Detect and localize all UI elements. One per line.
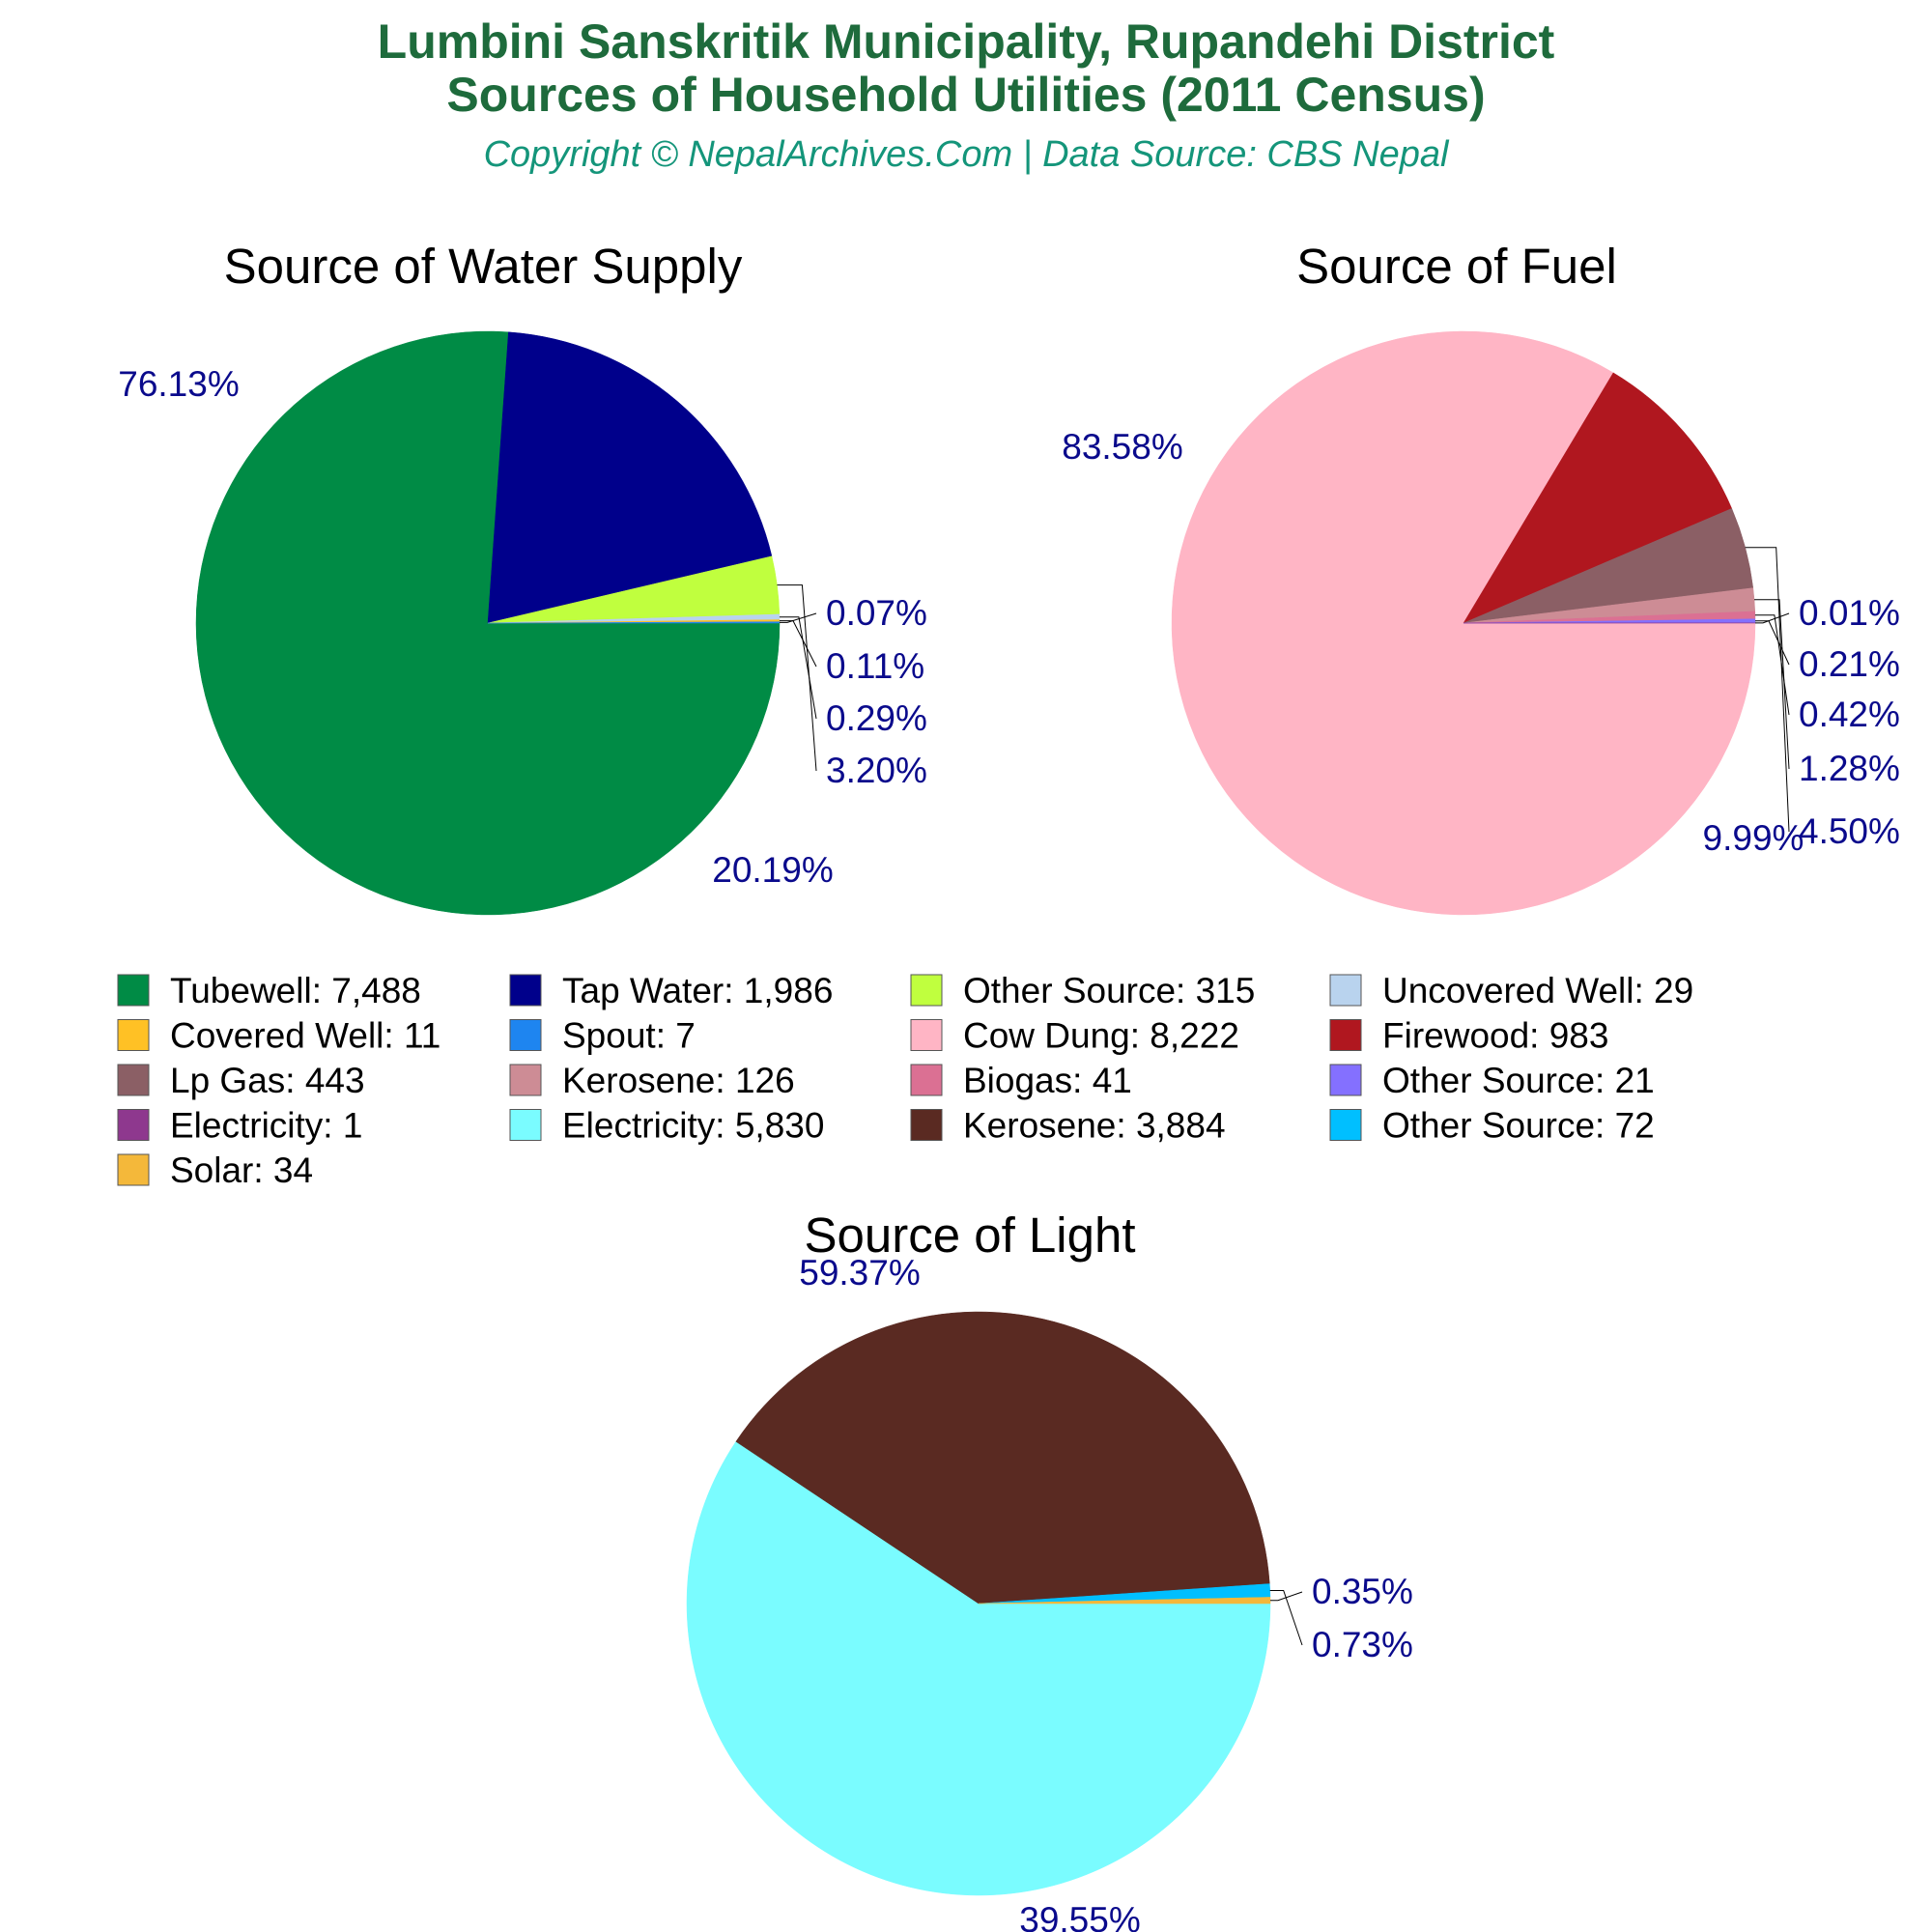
fuel-percent-label-biogas: 0.42% [1799, 695, 1900, 734]
water-leader-line [777, 584, 817, 772]
legend: Tubewell: 7,488 Tap Water: 1,986 Other Sou… [117, 971, 1693, 1190]
legend-label: Electricity: 1 [170, 1106, 362, 1146]
legend-swatch [910, 1064, 943, 1096]
legend-swatch [1329, 1019, 1362, 1051]
fuel-leader-line [1754, 620, 1790, 666]
legend-label: Kerosene: 3,884 [963, 1106, 1226, 1146]
legend-item: Solar: 34 [117, 1151, 313, 1190]
legend-item: Uncovered Well: 29 [1329, 971, 1693, 1010]
legend-label: Kerosene: 126 [562, 1061, 795, 1100]
water-percent-label-spout: 0.07% [826, 593, 927, 633]
legend-item: Electricity: 1 [117, 1106, 362, 1146]
legend-swatch [1329, 1109, 1362, 1141]
legend-item: Tubewell: 7,488 [117, 971, 421, 1010]
legend-swatch [910, 1109, 943, 1141]
fuel-percent-label-cow-dung: 83.58% [1062, 427, 1183, 467]
legend-item: Spout: 7 [509, 1016, 696, 1056]
water-slice-tap-water [487, 331, 773, 624]
water-percent-label-tubewell: 76.13% [118, 364, 240, 404]
water-supply-pie: Source of Water Supply 76.13% 20.19% 0.07%… [118, 239, 927, 916]
legend-label: Solar: 34 [170, 1151, 313, 1190]
fuel-leader-line [1754, 599, 1790, 770]
legend-label: Other Source: 21 [1382, 1061, 1655, 1100]
legend-item: Kerosene: 3,884 [910, 1106, 1226, 1146]
legend-item: Kerosene: 126 [509, 1061, 795, 1100]
legend-swatch [117, 974, 150, 1007]
fuel-percent-label-other-source: 0.21% [1799, 644, 1900, 684]
water-leader-line [779, 612, 817, 623]
legend-item: Other Source: 72 [1329, 1106, 1655, 1146]
water-leader-line [779, 620, 817, 668]
fuel-percent-label-kerosene: 1.28% [1799, 749, 1900, 788]
legend-swatch [117, 1109, 150, 1141]
legend-item: Covered Well: 11 [117, 1016, 440, 1056]
water-percent-label-uncovered-well: 0.29% [826, 698, 927, 738]
legend-label: Lp Gas: 443 [170, 1061, 365, 1100]
legend-swatch [509, 974, 542, 1007]
legend-item: Tap Water: 1,986 [509, 971, 833, 1010]
legend-swatch [117, 1153, 150, 1186]
legend-swatch [117, 1019, 150, 1051]
legend-swatch [509, 1064, 542, 1096]
water-percent-label-tap-water: 20.19% [712, 850, 834, 890]
light-slice-electricity [686, 1440, 1271, 1896]
water-supply-chart-title: Source of Water Supply [224, 239, 743, 294]
fuel-leader-line [1745, 547, 1790, 833]
light-leader-line [1269, 1591, 1303, 1602]
legend-label: Covered Well: 11 [170, 1016, 440, 1056]
legend-item: Firewood: 983 [1329, 1016, 1608, 1056]
legend-label: Other Source: 72 [1382, 1106, 1655, 1146]
legend-label: Biogas: 41 [963, 1061, 1132, 1100]
water-percent-label-covered-well: 0.11% [826, 646, 924, 686]
legend-swatch [509, 1109, 542, 1141]
legend-label: Cow Dung: 8,222 [963, 1016, 1239, 1056]
fuel-chart-title: Source of Fuel [1296, 239, 1617, 294]
fuel-percent-label-electricity: 0.01% [1799, 593, 1900, 633]
legend-swatch [1329, 1064, 1362, 1096]
figure-subtitle: Copyright © NepalArchives.Com | Data Sou… [484, 134, 1450, 175]
water-percent-label-other-source: 3.20% [826, 751, 927, 790]
legend-item: Electricity: 5,830 [509, 1106, 824, 1146]
fuel-percent-label-firewood: 9.99% [1703, 818, 1804, 858]
legend-label: Uncovered Well: 29 [1382, 971, 1693, 1010]
legend-item: Biogas: 41 [910, 1061, 1132, 1100]
legend-item: Cow Dung: 8,222 [910, 1016, 1239, 1056]
fuel-pie: Source of Fuel 83.58% 9.99% 0.01% 0.21% 0.42… [1062, 239, 1900, 916]
legend-label: Other Source: 315 [963, 971, 1255, 1010]
legend-swatch [117, 1064, 150, 1096]
figure-title-line2: Sources of Household Utilities (2011 Cen… [446, 68, 1485, 122]
light-leader-line [1269, 1589, 1303, 1646]
legend-label: Tap Water: 1,986 [562, 971, 833, 1010]
light-percent-label-other-source: 0.73% [1312, 1625, 1413, 1664]
light-chart-title: Source of Light [804, 1208, 1135, 1263]
legend-label: Tubewell: 7,488 [170, 971, 421, 1010]
fuel-slice-firewood [1463, 372, 1733, 624]
legend-swatch [1329, 974, 1362, 1007]
light-percent-label-solar: 0.35% [1312, 1572, 1413, 1611]
legend-swatch [910, 974, 943, 1007]
figure-title-line1: Lumbini Sanskritik Municipality, Rupande… [378, 14, 1555, 69]
fuel-leader-line [1754, 614, 1790, 716]
fuel-percent-label-lp-gas: 4.50% [1799, 811, 1900, 851]
light-pie: Source of Light 59.37% 39.55% 0.35% 0.73% [686, 1208, 1413, 1932]
light-slice-kerosene [735, 1311, 1270, 1605]
legend-item: Other Source: 315 [910, 971, 1255, 1010]
light-percent-label-kerosene: 39.55% [1019, 1900, 1141, 1932]
legend-swatch [910, 1019, 943, 1051]
legend-label: Spout: 7 [562, 1016, 696, 1056]
legend-label: Firewood: 983 [1382, 1016, 1608, 1056]
legend-item: Other Source: 21 [1329, 1061, 1655, 1100]
legend-label: Electricity: 5,830 [562, 1106, 824, 1146]
light-percent-label-electricity: 59.37% [799, 1253, 921, 1293]
water-leader-line [779, 616, 817, 720]
legend-item: Lp Gas: 443 [117, 1061, 365, 1100]
legend-swatch [509, 1019, 542, 1051]
